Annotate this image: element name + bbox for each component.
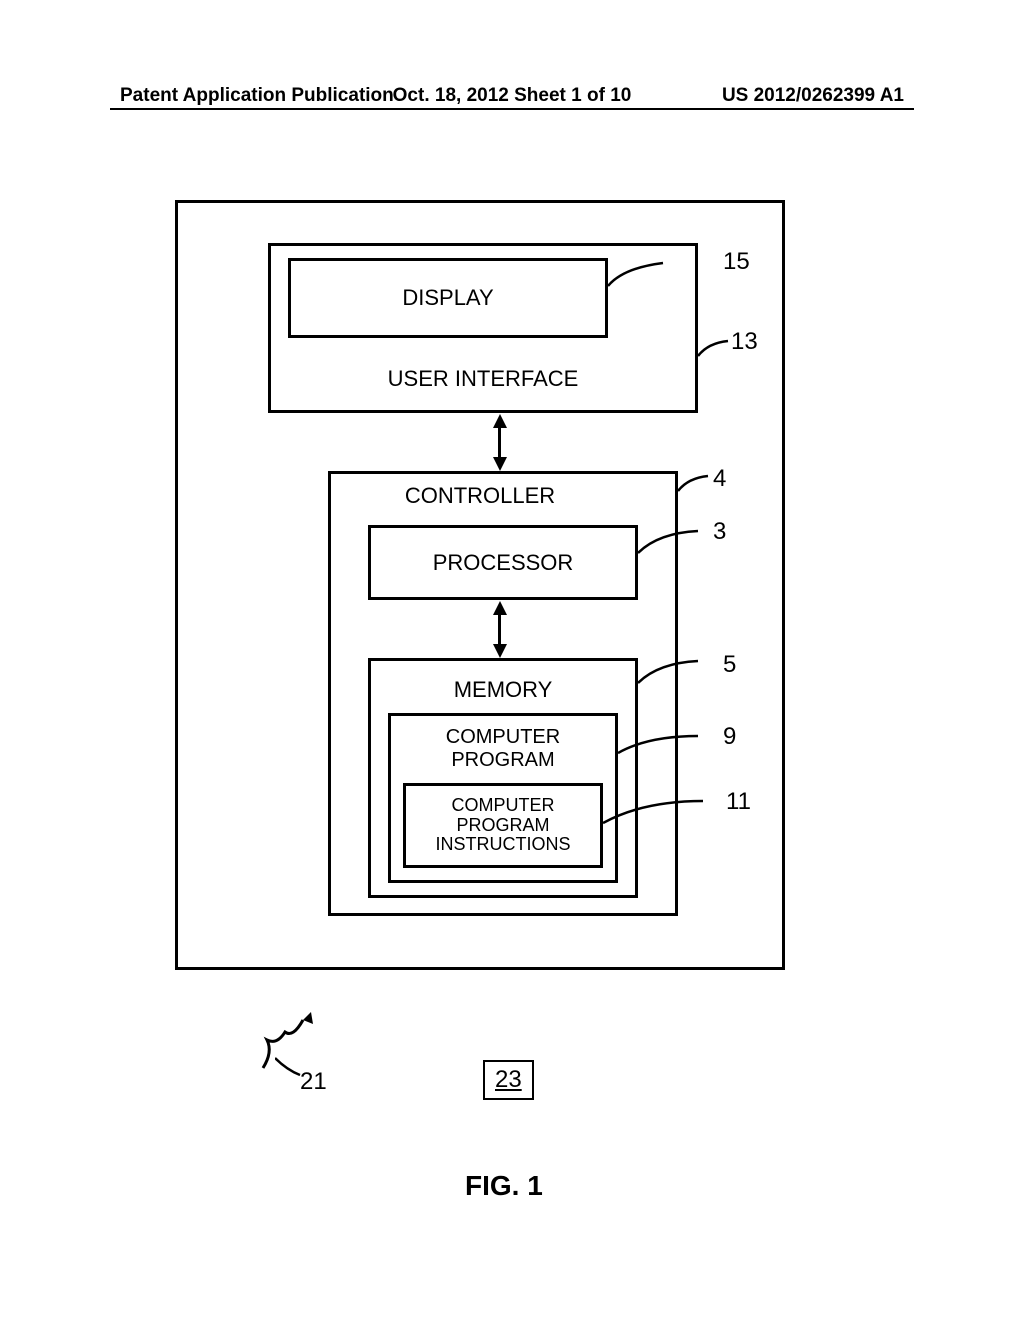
ref-13: 13 [731, 328, 758, 356]
ref-15: 15 [723, 248, 750, 276]
box-23: 23 [483, 1060, 534, 1100]
header-right: US 2012/0262399 A1 [722, 85, 904, 107]
lead-5 [638, 658, 718, 693]
arrow-ui-controller-line [498, 426, 501, 458]
arrow-proc-mem-head-up [493, 601, 507, 615]
box-23-text: 23 [495, 1066, 522, 1093]
user-interface-label: USER INTERFACE [388, 366, 579, 392]
lead-11 [603, 798, 723, 833]
lead-4 [678, 473, 738, 503]
diagram-outer-box: USER INTERFACE DISPLAY CONTROLLER PROCES… [175, 200, 785, 970]
header-rule [110, 108, 914, 110]
cpi-label-3: INSTRUCTIONS [436, 835, 571, 855]
display-box: DISPLAY [288, 258, 608, 338]
processor-label: PROCESSOR [433, 550, 574, 576]
processor-box: PROCESSOR [368, 525, 638, 600]
lead-15 [608, 258, 728, 298]
cpi-label-wrap: COMPUTER PROGRAM INSTRUCTIONS [436, 796, 571, 855]
computer-program-instructions-box: COMPUTER PROGRAM INSTRUCTIONS [403, 783, 603, 868]
arrow-ui-controller-head-up [493, 414, 507, 428]
header-center: Oct. 18, 2012 Sheet 1 of 10 [393, 85, 632, 107]
ref-3: 3 [713, 518, 726, 546]
arrow-proc-mem-head-down [493, 644, 507, 658]
lead-3 [638, 528, 718, 563]
header-left: Patent Application Publication [120, 85, 394, 107]
arrow-proc-mem-line [498, 613, 501, 645]
page-header: Patent Application Publication Oct. 18, … [0, 85, 1024, 107]
display-label: DISPLAY [402, 285, 493, 311]
cpi-label-2: PROGRAM [436, 816, 571, 836]
arrow-ui-controller-head-down [493, 457, 507, 471]
ref-21: 21 [300, 1068, 327, 1096]
ref-11: 11 [726, 788, 751, 816]
figure-label: FIG. 1 [465, 1170, 543, 1202]
cpi-label-1: COMPUTER [436, 796, 571, 816]
cp-label-1: COMPUTER [446, 726, 560, 749]
memory-label: MEMORY [454, 677, 553, 703]
cp-label-2: PROGRAM [451, 749, 554, 772]
ref-4: 4 [713, 465, 726, 493]
ref-9: 9 [723, 723, 736, 751]
lead-9 [618, 733, 718, 768]
ref-5: 5 [723, 651, 736, 679]
